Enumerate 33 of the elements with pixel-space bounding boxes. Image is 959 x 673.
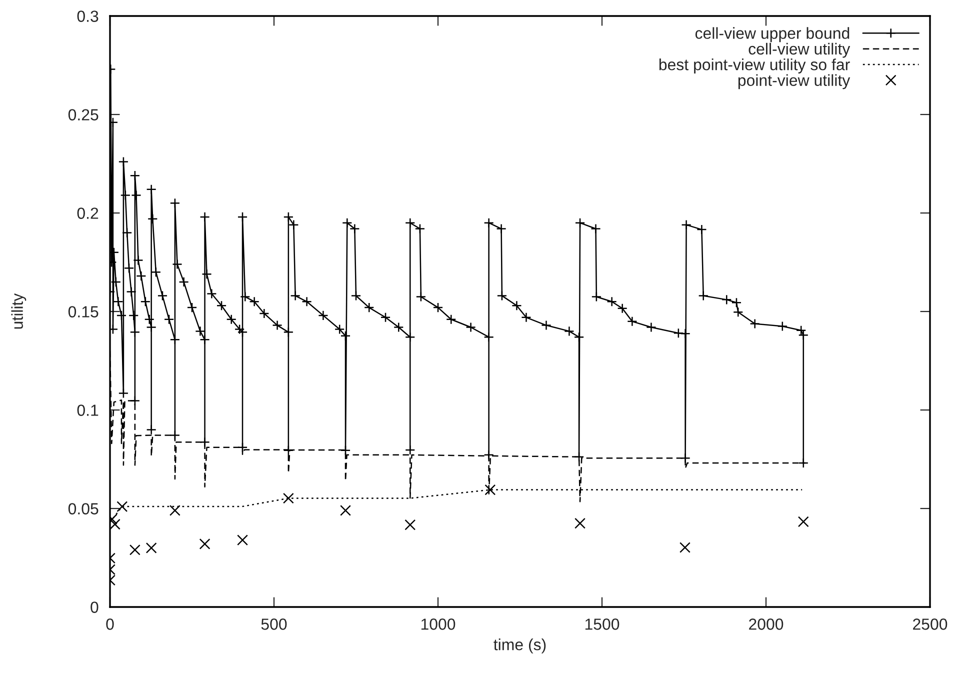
point [484,484,496,496]
point [116,501,128,512]
point [199,538,210,550]
x-tick-label: 500 [261,618,287,630]
point [110,518,120,530]
y-tick-label: 0.1 [77,404,98,416]
x-axis-title: time (s) [494,638,546,654]
y-axis-title: utility [11,293,26,329]
legend-label: cell-view upper bound [695,27,850,42]
point [146,542,157,554]
x-tick-label: 0 [106,618,114,630]
point [679,542,690,553]
legend-label: point-view utility [738,74,850,90]
x-tick-label: 2000 [749,618,784,630]
y-tick-label: 0.05 [68,503,98,514]
point [169,504,180,516]
point [282,492,294,504]
y-tick-label: 0.25 [68,109,98,120]
point [404,519,416,530]
point [237,534,248,546]
y-tick-label: 0.3 [77,10,98,22]
y-tick-label: 0 [90,602,98,613]
point [798,516,809,528]
point [340,504,351,516]
point [574,518,586,529]
legend-label: best point-view utility so far [659,58,850,74]
x-tick-label: 1500 [585,618,620,630]
legend-label: cell-view utility [748,42,850,58]
y-tick-label: 0.2 [77,208,98,219]
x-tick-label: 2500 [913,618,948,630]
y-tick-label: 0.15 [68,306,98,318]
x-tick-label: 1000 [421,618,456,630]
point [129,544,140,556]
